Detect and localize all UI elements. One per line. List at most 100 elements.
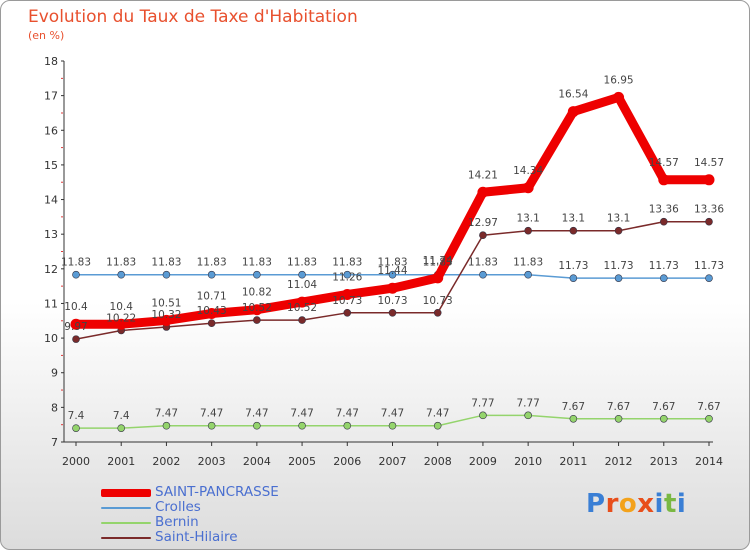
data-point: [298, 316, 306, 324]
legend-label: Saint-Hilaire: [155, 529, 238, 545]
data-point: [703, 174, 715, 186]
data-label: 10.73: [423, 295, 453, 307]
data-label: 7.47: [381, 408, 404, 420]
logo-letter: P: [586, 489, 606, 519]
y-tick-label: 12: [44, 263, 58, 276]
data-label: 16.54: [558, 89, 588, 101]
legend-swatch: [101, 537, 151, 539]
data-point: [253, 421, 261, 430]
data-label: 7.47: [155, 408, 178, 420]
data-point: [298, 270, 306, 279]
data-point: [614, 226, 623, 235]
data-label: 10.52: [242, 302, 272, 314]
data-label: 10.32: [151, 309, 181, 321]
data-label: 10.73: [332, 295, 362, 307]
y-tick-label: 7: [51, 436, 58, 449]
x-tick-label: 2000: [62, 455, 90, 468]
data-label: 11.83: [468, 257, 498, 269]
data-point: [567, 106, 579, 118]
data-point: [298, 421, 306, 430]
data-label: 7.67: [607, 401, 630, 413]
data-point: [253, 270, 261, 279]
logo-letter: i: [676, 489, 687, 519]
data-point: [569, 414, 578, 423]
legend-swatch: [101, 522, 151, 524]
data-label: 13.1: [562, 213, 585, 225]
data-label: 13.36: [694, 204, 724, 216]
legend-swatch: [101, 489, 151, 497]
data-label: 11.73: [604, 260, 634, 272]
data-point: [659, 217, 668, 226]
data-point: [206, 307, 218, 319]
y-tick-label: 11: [44, 297, 58, 310]
data-point: [341, 288, 353, 300]
chart-subtitle: (en %): [28, 29, 65, 42]
data-point: [117, 270, 126, 279]
data-point: [433, 421, 442, 430]
legend-label: SAINT-PANCRASSE: [155, 484, 279, 500]
data-point: [343, 270, 352, 279]
data-label: 14.34: [513, 165, 543, 177]
data-label: 7.47: [426, 408, 449, 420]
y-tick-label: 13: [44, 228, 58, 241]
data-point: [524, 226, 532, 235]
data-point: [207, 421, 216, 430]
y-tick-label: 10: [44, 332, 58, 345]
data-point: [388, 421, 397, 430]
data-label: 14.57: [694, 157, 724, 169]
data-point: [72, 335, 80, 343]
data-label: 14.57: [649, 157, 679, 169]
data-label: 11.83: [377, 257, 407, 269]
data-label: 11.04: [287, 279, 317, 291]
x-tick-label: 2001: [107, 455, 135, 468]
data-label: 10.73: [377, 295, 407, 307]
data-point: [162, 421, 171, 430]
data-label: 7.67: [697, 401, 720, 413]
chart-title: Evolution du Taux de Taxe d'Habitation: [28, 7, 358, 27]
data-point: [524, 270, 532, 279]
data-point: [296, 296, 308, 308]
data-point: [343, 421, 352, 430]
y-tick-label: 18: [44, 55, 58, 68]
data-label: 11.83: [332, 257, 362, 269]
logo-letter: x: [637, 489, 655, 519]
data-label: 11.26: [332, 271, 362, 283]
legend-label: Crolles: [155, 499, 201, 515]
data-label: 11.83: [242, 257, 272, 269]
data-point: [162, 270, 171, 279]
x-tick-label: 2009: [469, 455, 497, 468]
x-tick-label: 2003: [198, 455, 226, 468]
data-label: 10.43: [197, 305, 227, 317]
logo-letter: i: [654, 489, 664, 519]
data-label: 10.82: [242, 287, 272, 299]
data-point: [524, 411, 532, 420]
data-label: 13.36: [649, 204, 679, 216]
data-point: [388, 270, 397, 279]
data-point: [479, 411, 487, 420]
data-label: 16.95: [604, 74, 634, 86]
data-point: [160, 314, 172, 326]
data-point: [705, 414, 713, 423]
data-point: [522, 182, 534, 194]
data-point: [387, 282, 398, 294]
data-point: [433, 309, 442, 317]
data-label: 7.67: [652, 401, 675, 413]
x-tick-label: 2007: [379, 455, 407, 468]
data-point: [477, 186, 489, 198]
data-label: 7.77: [516, 397, 539, 409]
data-label: 11.73: [558, 260, 588, 272]
data-label: 7.47: [200, 408, 223, 420]
legend-swatch: [101, 507, 151, 509]
data-point: [207, 270, 216, 279]
x-tick-label: 2012: [605, 455, 633, 468]
data-label: 13.1: [516, 213, 539, 225]
data-point: [659, 274, 668, 282]
data-point: [658, 174, 670, 186]
data-label: 12.97: [468, 217, 498, 229]
data-label: 11.83: [287, 257, 317, 269]
y-tick-label: 15: [44, 159, 58, 172]
x-tick-label: 2002: [152, 455, 180, 468]
data-label: 10.52: [287, 302, 317, 314]
data-label: 7.4: [68, 410, 85, 422]
y-tick-label: 16: [44, 124, 58, 137]
